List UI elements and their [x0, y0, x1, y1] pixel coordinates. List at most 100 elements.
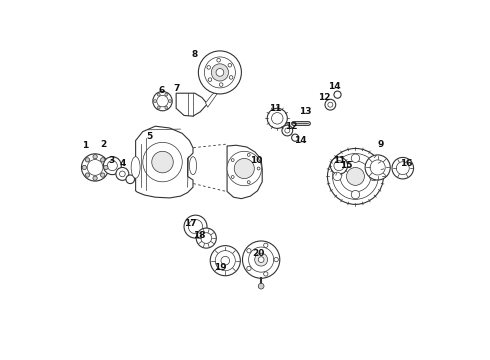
Circle shape — [188, 220, 203, 234]
Ellipse shape — [131, 157, 140, 178]
Text: 15: 15 — [340, 161, 353, 170]
Circle shape — [334, 91, 341, 98]
Circle shape — [274, 257, 278, 262]
Circle shape — [258, 257, 264, 262]
Circle shape — [100, 173, 105, 177]
Circle shape — [370, 160, 385, 175]
Circle shape — [369, 172, 378, 181]
Circle shape — [184, 215, 207, 238]
Circle shape — [107, 161, 117, 171]
Circle shape — [81, 154, 109, 181]
Circle shape — [328, 102, 333, 107]
Circle shape — [264, 243, 268, 247]
Circle shape — [198, 51, 242, 94]
Circle shape — [243, 241, 280, 278]
Circle shape — [330, 157, 347, 174]
Text: 20: 20 — [252, 249, 265, 258]
Text: 7: 7 — [173, 84, 180, 93]
Circle shape — [220, 83, 223, 86]
Circle shape — [247, 153, 250, 156]
Circle shape — [157, 95, 168, 107]
Text: 2: 2 — [100, 140, 106, 149]
Circle shape — [204, 57, 235, 88]
Text: 8: 8 — [192, 50, 198, 59]
Polygon shape — [176, 93, 207, 116]
Circle shape — [396, 162, 409, 175]
Circle shape — [120, 171, 125, 177]
Text: 11: 11 — [333, 156, 345, 165]
Circle shape — [104, 165, 108, 170]
Circle shape — [169, 100, 171, 103]
Text: 19: 19 — [214, 264, 226, 273]
Polygon shape — [205, 92, 217, 107]
Circle shape — [157, 93, 160, 96]
Circle shape — [196, 228, 216, 248]
Circle shape — [153, 100, 156, 103]
Circle shape — [351, 154, 360, 162]
Text: 12: 12 — [285, 122, 298, 131]
Circle shape — [264, 272, 268, 276]
Circle shape — [267, 108, 287, 129]
Circle shape — [325, 99, 336, 110]
Circle shape — [126, 175, 135, 184]
Circle shape — [258, 283, 264, 289]
Polygon shape — [136, 126, 193, 198]
Circle shape — [234, 158, 254, 179]
Circle shape — [365, 155, 390, 180]
Text: 9: 9 — [377, 140, 384, 149]
Text: 13: 13 — [299, 107, 312, 116]
Text: 14: 14 — [328, 82, 340, 91]
Circle shape — [82, 165, 87, 170]
Circle shape — [327, 148, 383, 204]
Circle shape — [255, 253, 268, 266]
Text: 12: 12 — [318, 93, 331, 102]
Circle shape — [143, 142, 182, 182]
Circle shape — [227, 151, 262, 186]
Circle shape — [215, 251, 235, 271]
Circle shape — [100, 158, 105, 162]
Circle shape — [333, 153, 378, 199]
Circle shape — [392, 157, 414, 179]
Text: 4: 4 — [120, 159, 126, 168]
Text: 6: 6 — [159, 86, 165, 95]
Text: 18: 18 — [193, 231, 205, 240]
Circle shape — [85, 158, 90, 162]
Text: 17: 17 — [184, 219, 197, 228]
Circle shape — [103, 157, 122, 175]
Circle shape — [221, 256, 230, 265]
Text: 14: 14 — [294, 136, 306, 145]
Text: 3: 3 — [108, 156, 115, 165]
Circle shape — [93, 154, 97, 159]
Text: 5: 5 — [146, 132, 152, 141]
Circle shape — [157, 106, 160, 109]
Circle shape — [333, 172, 342, 181]
Circle shape — [153, 91, 172, 111]
Circle shape — [207, 66, 211, 69]
Circle shape — [152, 151, 173, 173]
Circle shape — [346, 167, 365, 185]
Circle shape — [248, 247, 274, 272]
Circle shape — [334, 161, 344, 171]
Circle shape — [247, 266, 251, 271]
Circle shape — [216, 68, 224, 76]
Circle shape — [231, 159, 234, 162]
Circle shape — [208, 78, 212, 81]
Circle shape — [210, 246, 240, 276]
Circle shape — [201, 233, 212, 243]
Circle shape — [165, 106, 168, 109]
Circle shape — [228, 63, 232, 67]
Circle shape — [292, 134, 299, 141]
Circle shape — [282, 125, 293, 136]
Polygon shape — [227, 145, 262, 199]
Circle shape — [165, 93, 168, 96]
Text: 1: 1 — [82, 141, 89, 150]
Circle shape — [231, 176, 234, 179]
Circle shape — [247, 181, 250, 184]
Circle shape — [211, 64, 228, 81]
Text: 11: 11 — [269, 104, 282, 113]
Circle shape — [87, 159, 103, 175]
Text: 16: 16 — [400, 159, 413, 168]
Circle shape — [217, 58, 221, 62]
Ellipse shape — [190, 157, 196, 175]
Circle shape — [285, 128, 290, 133]
